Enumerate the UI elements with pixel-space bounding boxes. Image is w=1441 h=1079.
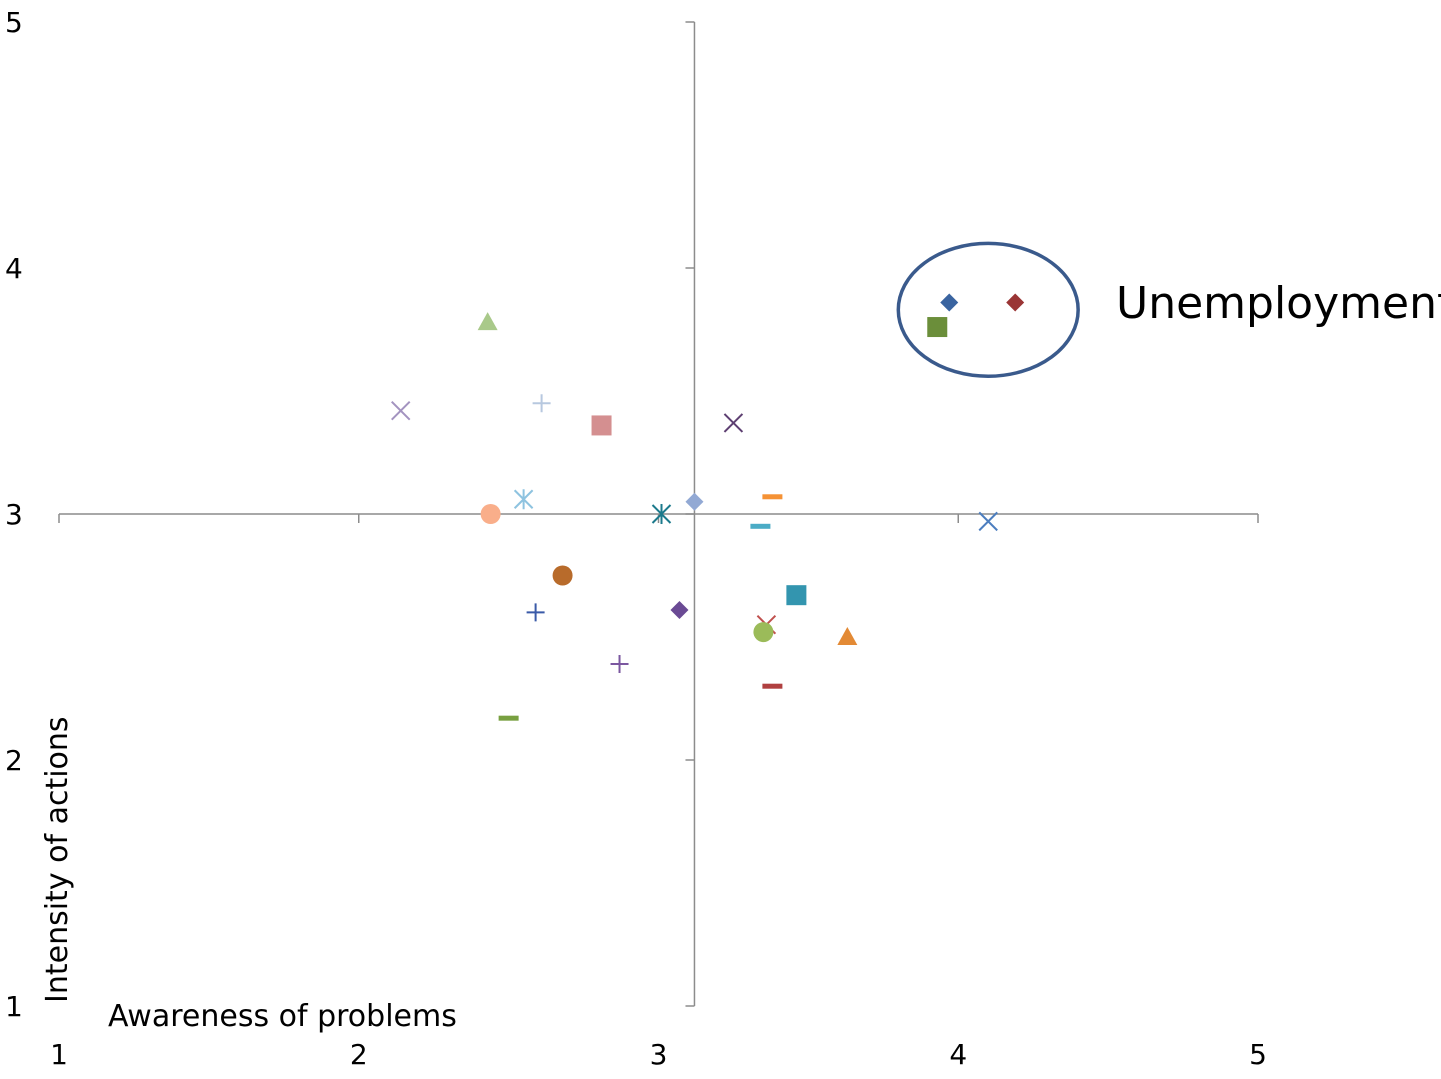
x-marker <box>723 413 744 433</box>
axes <box>58 21 1259 1007</box>
dash-marker <box>762 494 783 500</box>
diamond-marker <box>670 600 689 619</box>
x-tick-label: 5 <box>1249 1038 1267 1071</box>
x-tick-label: 4 <box>949 1038 967 1071</box>
plus-marker <box>526 603 545 622</box>
x-marker <box>391 400 411 421</box>
square-marker <box>591 415 612 436</box>
data-points <box>391 293 1025 721</box>
diamond-marker <box>685 492 704 511</box>
square-marker <box>786 585 807 606</box>
star-marker <box>513 489 534 510</box>
circle-marker <box>753 622 774 643</box>
y-axis-title: Intensity of actions <box>40 716 75 1003</box>
square-marker <box>927 317 948 338</box>
unemployment-label: Unemployment <box>1116 278 1441 329</box>
y-tick-label: 3 <box>5 498 23 531</box>
y-tick-label: 5 <box>5 6 23 39</box>
triangle-marker <box>837 627 858 645</box>
circle-marker <box>480 504 501 524</box>
y-tick-label: 2 <box>5 744 23 777</box>
circle-marker <box>552 565 573 586</box>
x-marker <box>978 511 998 532</box>
dash-marker <box>750 523 771 529</box>
diamond-marker <box>940 293 959 312</box>
unemployment-ellipse <box>896 241 1080 378</box>
dash-marker <box>762 683 783 689</box>
diamond-marker <box>1006 293 1025 312</box>
x-axis-title: Awareness of problems <box>108 999 457 1034</box>
star-marker <box>651 504 672 524</box>
dash-marker <box>498 715 519 721</box>
tick-labels: 1 2 3 4 5 1 2 3 4 5 <box>5 6 1267 1071</box>
x-tick-label: 1 <box>50 1038 68 1071</box>
unemployment-annotation: Unemployment <box>896 241 1441 378</box>
x-tick-label: 2 <box>350 1038 368 1071</box>
plus-marker <box>610 655 629 674</box>
plus-marker <box>532 394 551 413</box>
triangle-marker <box>477 312 498 331</box>
y-tick-label: 1 <box>5 990 23 1023</box>
x-tick-label: 3 <box>650 1038 668 1071</box>
y-tick-label: 4 <box>5 252 23 285</box>
